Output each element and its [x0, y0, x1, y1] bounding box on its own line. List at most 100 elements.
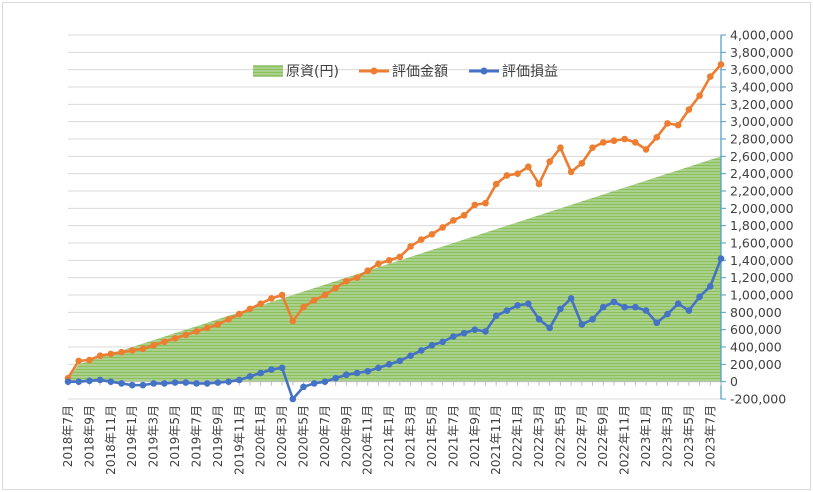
legend-swatch-valuation-marker	[370, 67, 378, 75]
x-tick-label: 2022年9月	[596, 405, 610, 467]
profit-point	[278, 364, 286, 372]
valuation-point	[96, 352, 104, 359]
y-tick-labels: 4,000,000 3,800,000 3,600,000 3,400,000 3,20…	[730, 28, 794, 407]
legend-label-principal: 原資(円)	[286, 64, 339, 80]
valuation-point	[482, 199, 489, 207]
valuation-point	[203, 324, 211, 332]
principal-area-layer	[68, 156, 721, 382]
profit-point	[385, 361, 393, 368]
profit-point	[621, 303, 628, 311]
profit-point	[525, 300, 532, 307]
valuation-point	[664, 120, 671, 127]
y-tick-label: 3,200,000	[730, 97, 794, 112]
valuation-point	[599, 139, 607, 146]
x-tick-label: 2020年7月	[318, 405, 332, 467]
x-tick-label: 2020年3月	[275, 405, 289, 467]
profit-point	[428, 341, 436, 349]
profit-point	[64, 378, 72, 385]
valuation-point	[653, 133, 661, 141]
profit-point	[171, 379, 179, 386]
profit-point	[396, 357, 404, 365]
x-tick-label: 2021年7月	[446, 405, 460, 467]
profit-point	[118, 380, 125, 387]
valuation-point	[268, 295, 275, 302]
valuation-point	[214, 321, 222, 328]
profit-point	[86, 377, 93, 385]
valuation-point	[642, 146, 650, 153]
y-tick-label: 2,400,000	[730, 166, 794, 181]
valuation-point	[396, 253, 404, 261]
profit-point	[482, 328, 489, 335]
valuation-point	[128, 347, 136, 354]
profit-point	[161, 380, 168, 387]
valuation-point	[86, 356, 93, 364]
valuation-point	[150, 341, 157, 349]
valuation-point	[674, 121, 682, 129]
profit-point	[546, 324, 554, 332]
profit-point	[203, 380, 211, 387]
valuation-point	[535, 180, 543, 188]
x-tick-label: 2020年5月	[297, 405, 311, 467]
x-tick-label: 2022年5月	[553, 405, 567, 467]
profit-point	[375, 364, 382, 372]
profit-point	[310, 380, 318, 387]
valuation-point	[460, 211, 468, 219]
profit-point	[567, 295, 575, 302]
profit-point	[417, 347, 425, 354]
profit-point	[107, 378, 115, 385]
profit-point	[642, 307, 650, 314]
profit-point	[632, 303, 639, 311]
profit-point	[193, 380, 200, 387]
valuation-point	[632, 139, 639, 146]
profit-point	[696, 293, 703, 301]
y-tick-label: 2,200,000	[730, 184, 794, 199]
valuation-point	[364, 267, 372, 275]
valuation-point	[332, 284, 339, 292]
x-tick-label: 2023年1月	[639, 405, 653, 467]
profit-point	[610, 298, 618, 306]
x-tick-labels: 2018年7月 2018年9月 2018年11月 2019年1月 2019年3月 2019…	[61, 405, 717, 475]
profit-point	[589, 315, 596, 323]
profit-point	[364, 367, 372, 375]
profit-point	[139, 381, 147, 389]
valuation-point	[278, 291, 286, 299]
y-tick-label: 2,000,000	[730, 201, 794, 216]
valuation-point	[450, 217, 457, 224]
legend-swatch-profit-marker	[480, 67, 488, 75]
profit-point	[257, 369, 264, 377]
profit-point	[407, 352, 414, 359]
profit-point	[246, 373, 254, 380]
profit-point	[717, 255, 725, 262]
profit-point	[96, 376, 104, 384]
valuation-point	[525, 163, 532, 171]
profit-point	[653, 319, 661, 327]
x-tick-label: 2018年11月	[104, 405, 118, 475]
profit-point	[439, 338, 446, 346]
x-tick-label: 2021年9月	[468, 405, 482, 467]
y-tick-label: 800,000	[730, 305, 782, 320]
profit-point	[235, 376, 243, 384]
x-tick-label: 2022年7月	[575, 405, 589, 467]
y-tick-label: 600,000	[730, 322, 782, 337]
x-tick-label: 2022年3月	[532, 405, 546, 467]
valuation-point	[300, 303, 307, 311]
valuation-point	[235, 310, 243, 318]
profit-point	[150, 380, 157, 387]
valuation-point	[118, 348, 125, 356]
valuation-point	[567, 168, 575, 176]
valuation-point	[610, 137, 618, 145]
profit-point	[300, 383, 307, 391]
y-tick-label: 3,400,000	[730, 80, 794, 95]
valuation-point	[685, 106, 693, 113]
x-tick-label: 2021年5月	[425, 405, 439, 467]
valuation-point	[417, 236, 425, 243]
valuation-point	[589, 144, 596, 151]
valuation-point	[375, 260, 382, 268]
profit-point	[353, 369, 361, 377]
y-tick-label: 3,600,000	[730, 62, 794, 77]
x-tick-label: 2021年3月	[404, 405, 418, 467]
x-tick-label: 2019年3月	[147, 405, 161, 467]
y-tick-label: 3,800,000	[730, 45, 794, 60]
y-tick-label: 1,000,000	[730, 288, 794, 303]
y-tick-label: 1,200,000	[730, 270, 794, 285]
